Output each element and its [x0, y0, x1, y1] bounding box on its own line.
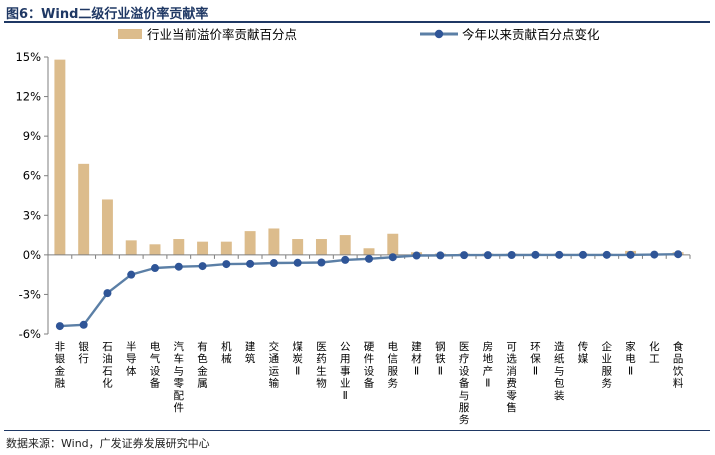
line-point [174, 262, 183, 271]
bar [244, 231, 256, 255]
line-point [293, 258, 302, 267]
bar [387, 233, 399, 255]
line-point [436, 251, 445, 260]
x-tick-label: 硬件设备 [364, 341, 375, 390]
line-point [555, 250, 564, 259]
line-point [103, 289, 112, 298]
y-tick-label: 3% [23, 208, 41, 222]
line-point [317, 258, 326, 267]
x-tick-label: 电信服务 [388, 340, 399, 390]
bar [197, 241, 209, 255]
bar [125, 240, 137, 255]
bar [363, 248, 375, 255]
line-point [531, 250, 540, 259]
bar-series [54, 59, 684, 255]
y-tick-label: 6% [23, 169, 41, 183]
y-tick-label: -6% [19, 327, 41, 341]
bar [149, 244, 161, 255]
x-tick-label: 非银金融 [55, 341, 66, 390]
x-tick-label: 石油石化 [102, 341, 113, 390]
line-point [198, 262, 207, 271]
chart-area: 行业当前溢价率贡献百分点 今年以来贡献百分点变化 -6% -3% 0% 3% 6% 9% 12… [15, 27, 691, 426]
y-tick-label: -3% [19, 287, 41, 301]
x-tick-label: 银行 [78, 340, 89, 365]
line-point [460, 251, 469, 260]
line-point [341, 255, 350, 264]
legend-line-marker [434, 29, 444, 39]
x-tick-label: 钢铁 Ⅱ [435, 340, 446, 377]
figure-title: 图6：Wind二级行业溢价率贡献率 [6, 7, 209, 22]
x-tick-label: 造纸与包装 [554, 340, 565, 402]
line-point [650, 250, 659, 259]
line-point [55, 322, 64, 331]
x-tick-label: 有色金属 [197, 340, 208, 390]
line-point [79, 320, 88, 329]
line-point [269, 259, 278, 268]
bar [339, 235, 351, 255]
bottom-divider [4, 430, 710, 431]
line-point [507, 250, 516, 259]
line-point [579, 250, 587, 259]
x-tick-label: 可选消费零售 [506, 341, 517, 414]
y-tick-label: 0% [23, 248, 41, 262]
x-tick-label: 公用事业 Ⅱ [340, 341, 351, 402]
x-tick-label: 食品饮料 [673, 340, 684, 390]
x-tick-label: 建材 Ⅱ [411, 340, 422, 377]
x-tick-label: 汽车与零配件 [174, 340, 185, 414]
bar [173, 239, 185, 255]
x-tick-label: 家电 Ⅱ [625, 340, 636, 377]
y-tick-label: 12% [15, 90, 41, 104]
bar [315, 239, 327, 255]
line-point [626, 250, 635, 259]
x-tick-label: 半导体 [126, 340, 137, 377]
legend-line-label: 今年以来贡献百分点变化 [462, 27, 600, 42]
bar [101, 199, 113, 255]
x-tick-label: 煤炭 Ⅱ [292, 340, 303, 377]
x-tick-label: 机械 [221, 340, 232, 365]
line-point [674, 250, 683, 259]
line-point [602, 250, 611, 259]
source-note: 数据来源：Wind，广发证券发展研究中心 [6, 437, 210, 450]
x-tick-label: 房地产 Ⅱ [483, 340, 494, 390]
x-tick-label: 化工 [649, 340, 660, 365]
legend-bar-swatch [118, 29, 142, 39]
y-tick-label: 9% [23, 129, 41, 143]
title-divider [4, 21, 710, 23]
x-tick-label: 医药生物 [316, 341, 327, 390]
y-axis: -6% -3% 0% 3% 6% 9% 12% 15% [15, 50, 49, 341]
line-series [55, 250, 683, 331]
line-point [127, 270, 136, 279]
y-tick-label: 15% [15, 50, 41, 64]
x-tick-label: 电气设备 [150, 340, 161, 390]
line-point [246, 259, 255, 268]
line-point [412, 251, 421, 260]
line-point [388, 253, 397, 262]
bar [220, 241, 232, 255]
bar [292, 239, 304, 255]
line-point [151, 264, 159, 273]
x-tick-label: 医疗设备与服务 [459, 341, 470, 426]
legend: 行业当前溢价率贡献百分点 今年以来贡献百分点变化 [118, 27, 600, 42]
line-point [483, 251, 492, 260]
x-tick-label: 环保 Ⅱ [530, 341, 541, 377]
bar [78, 163, 90, 255]
legend-bar-label: 行业当前溢价率贡献百分点 [147, 27, 297, 42]
line-point [222, 260, 231, 269]
x-tick-label: 传媒 [578, 341, 589, 365]
line-point [365, 254, 373, 263]
x-tick-label: 企业服务 [602, 340, 613, 390]
figure-title-bar: 图6：Wind二级行业溢价率贡献率 [4, 2, 710, 23]
x-tick-label: 建筑 [245, 340, 256, 365]
bar [54, 59, 66, 255]
bar [268, 228, 280, 255]
x-tick-label: 交通运输 [269, 340, 280, 390]
